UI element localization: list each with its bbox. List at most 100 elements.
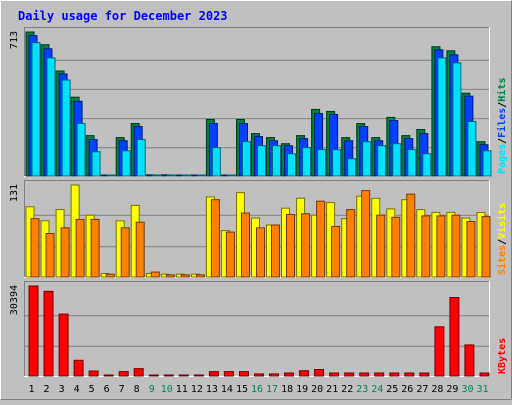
bar-pages-day-14 [226,174,236,177]
bar-sites-day-9 [150,271,160,278]
bar-kbytes-day-1 [28,285,39,377]
x-tick-label-day-11: 11 [176,384,188,395]
bar-sites-day-16 [256,227,265,278]
x-tick-label-day-13: 13 [206,384,218,395]
bar-sites-day-1 [30,218,40,278]
bar-pages-day-18 [287,153,296,177]
bar-kbytes-day-31 [479,372,490,377]
bar-kbytes-day-2 [43,290,54,377]
legend-entry: Pages [497,144,508,174]
bar-pages-day-17 [272,145,281,177]
bar-kbytes-day-26 [404,372,415,377]
bar-sites-day-25 [391,216,401,278]
legend: Pages/Files/Hits [496,78,508,174]
bar-sites-day-7 [120,227,130,278]
x-tick-label-day-27: 27 [416,384,428,395]
bar-pages-day-16 [257,145,266,177]
x-axis-labels: 1 2 3 4 5 6 7 8 9 10 11 12 13 14 15 16 17 18 19 20 21 22 23 24 2… [28,384,488,395]
legend-separator: / [497,239,508,245]
bar-sites-day-15 [241,212,250,278]
legend-entry: Sites [496,245,508,275]
bar-sites-day-26 [406,193,416,278]
bar-kbytes-day-9 [148,374,159,377]
panel-requests: 713 Pages/Files/Hits [9,27,508,177]
bar-pages-day-9 [151,174,161,177]
bar-kbytes-day-30 [464,344,475,377]
x-tick-label-day-4: 4 [74,384,80,395]
bar-kbytes-day-6 [103,374,114,377]
bar-pages-day-22 [347,158,357,177]
bar-sites-day-28 [436,215,446,278]
x-tick-label-day-16: 16 [251,384,263,395]
bar-pages-day-25 [392,143,402,177]
y-axis-max-label: 30394 [9,285,20,315]
bar-sites-day-17 [271,224,280,278]
legend: KBytes [497,338,508,374]
x-tick-label-day-22: 22 [341,384,353,395]
x-tick-label-day-25: 25 [386,384,398,395]
x-tick-label-day-15: 15 [236,384,248,395]
bar-sites-day-22 [346,209,356,278]
legend-separator: / [497,138,508,144]
x-tick-label-day-31: 31 [476,384,488,395]
bar-pages-day-8 [136,139,146,177]
bar-kbytes-day-21 [329,372,340,377]
bar-pages-day-1 [31,42,41,177]
bar-pages-day-24 [377,145,387,177]
bar-kbytes-day-12 [193,374,204,377]
bar-pages-day-12 [196,174,206,177]
bar-sites-day-29 [451,214,461,278]
legend-separator: / [497,102,508,108]
bar-sites-day-30 [466,221,476,278]
x-tick-label-day-29: 29 [446,384,458,395]
bar-pages-day-19 [302,147,312,177]
bar-pages-day-4 [76,123,86,177]
x-tick-label-day-3: 3 [59,384,65,395]
bar-kbytes-day-25 [389,372,400,377]
panel-background [24,281,490,377]
x-tick-label-day-17: 17 [266,384,278,395]
bar-sites-day-19 [301,213,311,278]
bar-sites-day-8 [135,221,145,278]
x-tick-label-day-2: 2 [43,384,49,395]
x-tick-label-day-24: 24 [371,384,383,395]
x-tick-label-day-28: 28 [431,384,443,395]
bar-kbytes-day-19 [299,370,310,377]
x-tick-label-day-7: 7 [119,384,125,395]
bar-pages-day-21 [332,149,342,177]
bar-sites-day-31 [481,216,491,278]
bar-pages-day-6 [106,174,116,177]
bar-pages-day-23 [362,141,372,177]
chart-panels: 713Pages/Files/Hits131Sites/Visits30394K… [9,27,508,377]
bar-kbytes-day-18 [284,372,294,377]
bar-sites-day-13 [210,199,220,278]
bar-kbytes-day-22 [344,372,355,377]
bar-pages-day-7 [121,150,131,177]
bar-kbytes-day-8 [133,368,144,377]
bar-kbytes-day-24 [374,372,385,377]
bar-pages-day-5 [91,151,101,177]
bar-kbytes-day-28 [434,326,445,377]
bar-kbytes-day-29 [449,297,460,377]
legend-entry: Hits [496,78,508,102]
x-tick-label-day-6: 6 [104,384,110,395]
bar-pages-day-26 [407,149,417,177]
bar-sites-day-11 [180,274,190,278]
y-axis-max-label: 713 [9,31,20,49]
bar-kbytes-day-16 [254,373,264,377]
bar-pages-day-28 [437,57,447,177]
bar-kbytes-day-23 [359,372,370,377]
bar-pages-day-31 [482,150,492,177]
bar-kbytes-day-11 [178,374,189,377]
bar-pages-day-15 [242,141,251,177]
x-tick-label-day-19: 19 [296,384,308,395]
bar-kbytes-day-10 [163,374,174,377]
bar-sites-day-24 [376,214,386,278]
bar-sites-day-2 [45,233,55,278]
bar-pages-day-3 [61,79,71,177]
bar-sites-day-3 [60,227,70,278]
bar-kbytes-day-13 [208,371,219,377]
bar-sites-day-23 [361,190,371,278]
bar-kbytes-day-17 [269,373,279,377]
bar-sites-day-27 [421,215,431,278]
